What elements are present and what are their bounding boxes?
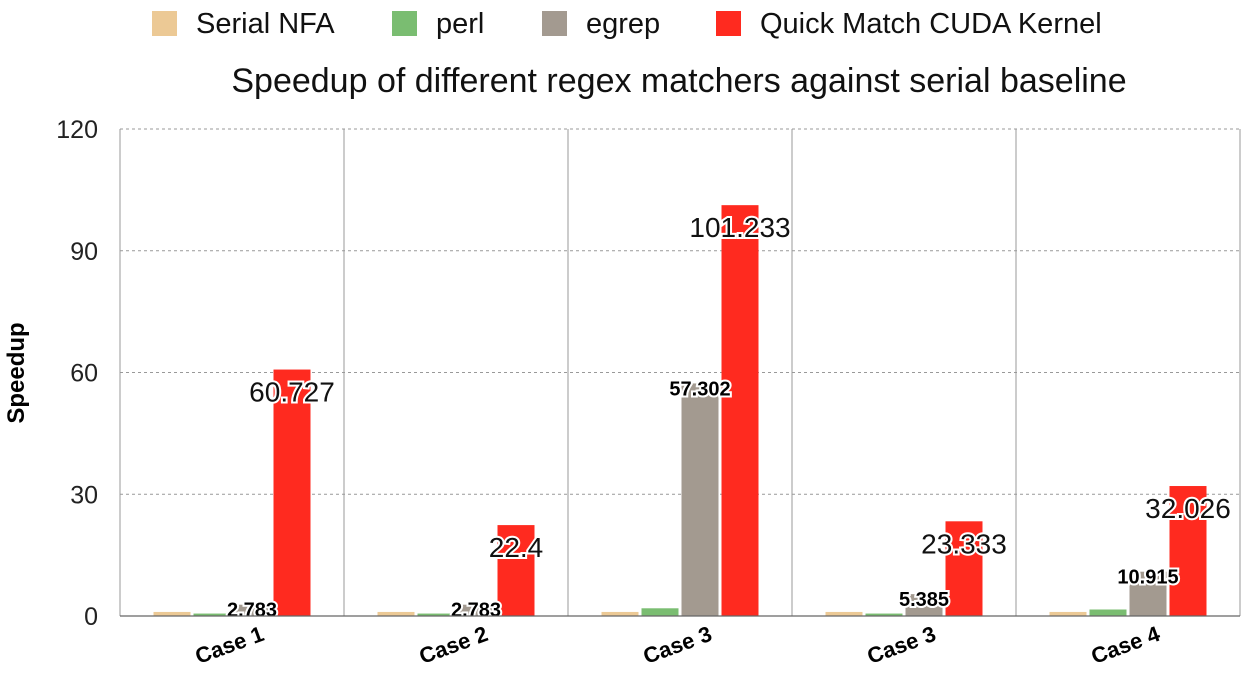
chart-title: Speedup of different regex matchers agai…	[231, 62, 1126, 100]
bar-3-5	[1129, 571, 1167, 616]
legend: Serial NFA perl egrep Quick Match CUDA Kern…	[152, 8, 1102, 40]
x-tick-label-1: Case 1	[192, 621, 267, 669]
data-label-4-1: 60.727	[249, 377, 335, 408]
data-label-3-1: 2.783	[227, 600, 277, 622]
legend-label-4: Quick Match CUDA Kernel	[760, 8, 1102, 40]
y-tick-label-3: 60	[70, 360, 98, 388]
legend-swatch-3	[542, 11, 567, 36]
bar-2-3	[641, 608, 679, 616]
bar-4-4	[945, 521, 983, 616]
data-label-3-4: 5.385	[899, 589, 949, 611]
bar-1-2	[377, 611, 415, 616]
bar-1-1	[153, 611, 191, 616]
data-label-3-2: 2.783	[451, 600, 501, 622]
bar-4-3	[721, 205, 759, 617]
legend-swatch-2	[392, 11, 417, 36]
x-tick-label-2: Case 2	[416, 621, 491, 669]
legend-label-3: egrep	[586, 8, 660, 40]
data-label-4-3: 101.233	[689, 212, 790, 243]
data-label-3-3: 57.302	[669, 378, 730, 400]
y-tick-label-5: 120	[56, 116, 98, 144]
data-label-4-2: 22.4	[489, 532, 544, 563]
bar-1-5	[1049, 611, 1087, 616]
bar-3-1	[233, 604, 271, 616]
y-axis: 0 30 60 90 120	[56, 116, 98, 631]
y-tick-label-2: 30	[70, 481, 98, 509]
data-label-4-4: 23.333	[921, 528, 1007, 559]
bar-1-4	[825, 611, 863, 616]
data-label-4-5: 32.026	[1145, 493, 1231, 524]
y-tick-label-1: 0	[84, 603, 98, 631]
bar-4-1	[273, 369, 311, 616]
bar-2-1	[193, 613, 231, 616]
bar-2-2	[417, 613, 455, 616]
legend-label-2: perl	[436, 8, 484, 40]
legend-swatch-4	[716, 11, 741, 36]
bar-3-2	[457, 604, 495, 616]
bar-4-2	[497, 525, 535, 616]
bar-2-4	[865, 613, 903, 616]
bar-4-5	[1169, 486, 1207, 616]
bar-1-3	[601, 611, 639, 616]
legend-swatch-1	[152, 11, 177, 36]
x-tick-label-5: Case 4	[1088, 621, 1164, 669]
y-tick-label-4: 90	[70, 238, 98, 266]
legend-label-1: Serial NFA	[196, 8, 335, 40]
bar-2-5	[1089, 609, 1127, 616]
x-tick-label-4: Case 3	[864, 621, 939, 669]
bar-3-3	[681, 383, 719, 616]
x-axis: Case 1 Case 2 Case 3 Case 3 Case 4	[120, 615, 1240, 669]
x-tick-label-3: Case 3	[640, 621, 715, 669]
bars	[153, 205, 1207, 617]
y-axis-label: Speedup	[3, 322, 30, 423]
bar-3-4	[905, 594, 943, 616]
data-label-3-5: 10.915	[1117, 567, 1178, 589]
